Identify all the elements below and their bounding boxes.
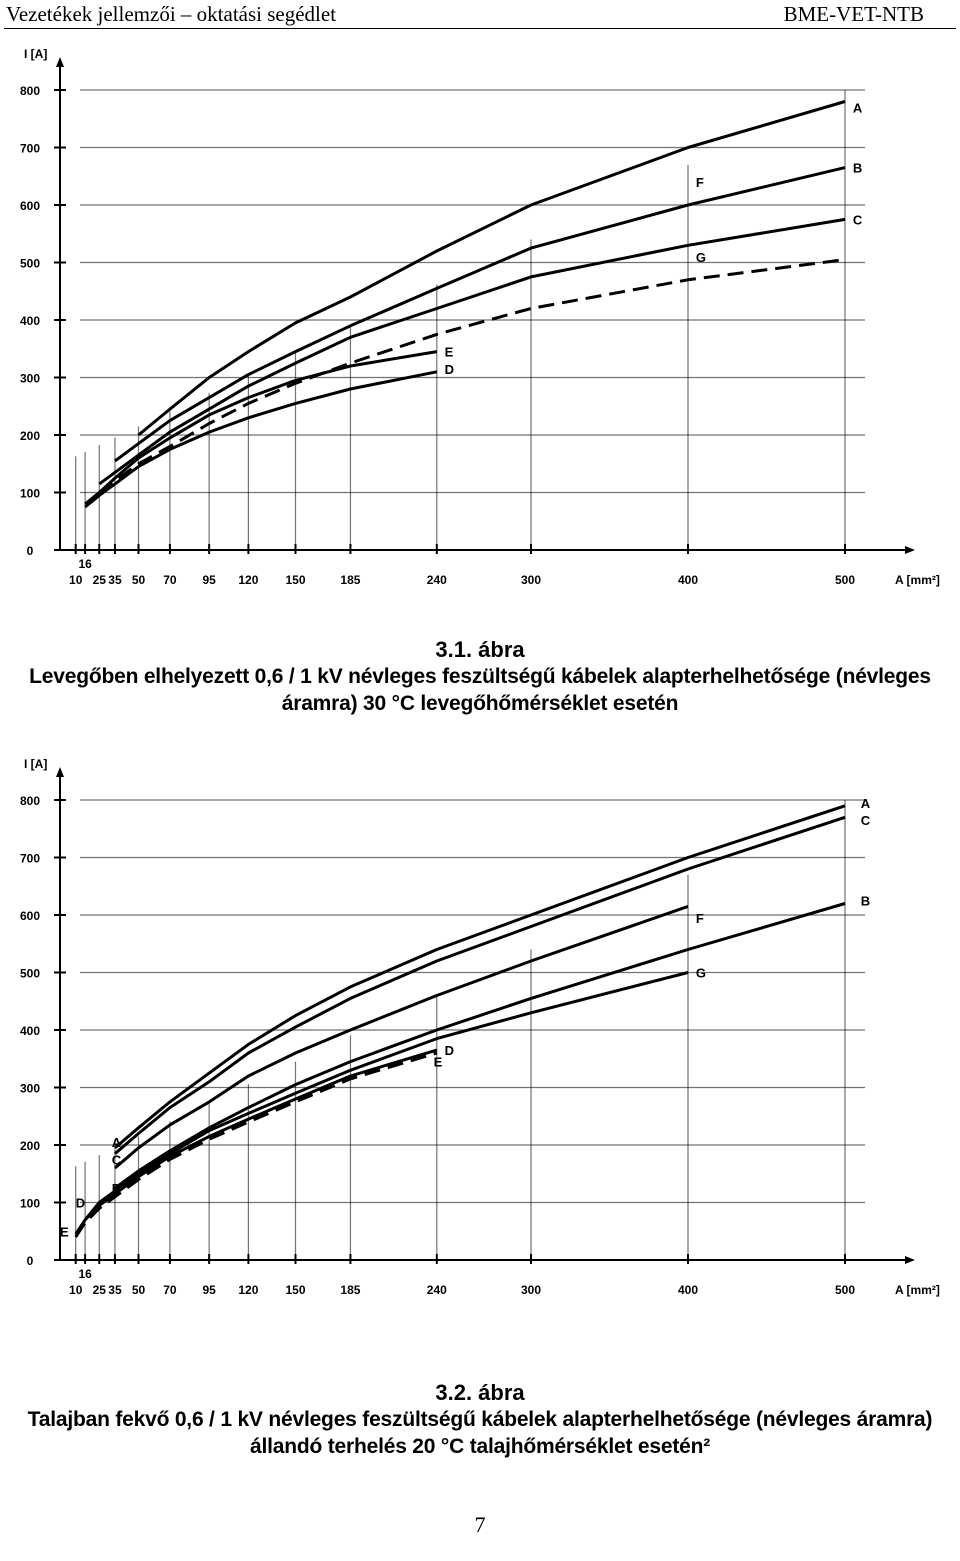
x-tick-label: 10	[69, 573, 83, 587]
curve-label-c: C	[853, 212, 863, 227]
figure-2-caption: 3.2. ábra Talajban fekvő 0,6 / 1 kV névl…	[0, 1380, 960, 1460]
x-tick-label: 120	[238, 1283, 258, 1297]
x-tick-label: 400	[678, 1283, 698, 1297]
x-tick-label: 500	[835, 1283, 855, 1297]
y-tick-label: 0	[27, 1254, 34, 1268]
figure-1-title: 3.1. ábra	[435, 637, 525, 662]
x-tick-label: 300	[521, 1283, 541, 1297]
curve-label-d: D	[445, 362, 454, 377]
y-tick-label: 600	[20, 909, 40, 923]
x-tick-label: 25	[93, 1283, 107, 1297]
series-line-b	[114, 902, 846, 1190]
y-tick-label: 500	[20, 257, 40, 271]
header-institution: BME-VET-NTB	[783, 2, 924, 26]
curve-label-e: E	[445, 345, 454, 360]
x-tick-label: 240	[427, 1283, 447, 1297]
x-axis-arrow	[905, 546, 915, 554]
x-tick-label: 16	[78, 1267, 92, 1281]
series-line-a	[137, 100, 846, 437]
series-line-d	[74, 1048, 438, 1235]
y-tick-label: 500	[20, 967, 40, 981]
y-tick-label: 100	[20, 487, 40, 501]
y-tick-label: 100	[20, 1197, 40, 1211]
x-tick-label: 150	[285, 1283, 305, 1297]
page-number: 7	[474, 1512, 486, 1537]
series-line-d	[84, 370, 438, 509]
curve-label-d: D	[445, 1043, 454, 1058]
x-tick-label: 185	[340, 1283, 360, 1297]
series-line-c	[98, 217, 846, 486]
x-tick-label: 70	[163, 1283, 177, 1297]
curve-label-b: B	[853, 161, 862, 176]
y-tick-label: 400	[20, 314, 40, 328]
x-axis-label: A [mm²]	[895, 1283, 940, 1297]
y-axis-arrow	[56, 767, 64, 777]
curve-label-a: A	[853, 100, 863, 115]
x-tick-label: 150	[285, 573, 305, 587]
x-tick-label: 10	[69, 1283, 83, 1297]
curve-label-f: F	[696, 911, 704, 926]
y-tick-label: 800	[20, 84, 40, 98]
x-tick-label: 500	[835, 573, 855, 587]
header-title: Vezetékek jellemzői – oktatási segédlet	[6, 2, 337, 26]
series-line-f	[114, 904, 689, 1170]
x-axis-arrow	[905, 1256, 915, 1264]
y-axis-label: I [A]	[24, 47, 47, 61]
x-tick-label: 185	[340, 573, 360, 587]
curve-label-d: D	[76, 1196, 85, 1211]
y-tick-label: 400	[20, 1024, 40, 1038]
series-line-e	[74, 1051, 438, 1238]
series-line-a	[114, 804, 846, 1150]
curve-label-g: G	[696, 250, 706, 265]
x-tick-label: 35	[108, 573, 122, 587]
curve-label-b: B	[861, 894, 870, 909]
curve-label-c: C	[112, 1152, 122, 1167]
x-tick-label: 50	[132, 573, 146, 587]
curve-label-e: E	[60, 1224, 69, 1239]
x-tick-label: 50	[132, 1283, 146, 1297]
figure-2-text: Talajban fekvő 0,6 / 1 kV névleges feszü…	[27, 1408, 933, 1458]
curve-label-b: B	[112, 1181, 121, 1196]
x-axis-label: A [mm²]	[895, 573, 940, 587]
y-tick-label: 600	[20, 199, 40, 213]
y-tick-label: 700	[20, 142, 40, 156]
x-tick-label: 35	[108, 1283, 122, 1297]
curve-label-g: G	[696, 966, 706, 981]
x-tick-label: 240	[427, 573, 447, 587]
y-axis-arrow	[56, 57, 64, 67]
x-tick-label: 400	[678, 573, 698, 587]
x-tick-label: 95	[202, 573, 216, 587]
curve-label-a: A	[112, 1135, 122, 1150]
header-divider	[4, 28, 956, 29]
series-line-e	[84, 350, 438, 506]
x-tick-label: 16	[78, 557, 92, 571]
series-line-g	[83, 971, 689, 1221]
x-tick-label: 300	[521, 573, 541, 587]
y-tick-label: 0	[27, 544, 34, 558]
figure-1-text: Levegőben elhelyezett 0,6 / 1 kV névlege…	[29, 665, 931, 715]
y-axis-label: I [A]	[24, 757, 47, 771]
y-tick-label: 200	[20, 429, 40, 443]
series-line-b	[114, 166, 846, 463]
curve-label-a: A	[861, 796, 871, 811]
figure-2-title: 3.2. ábra	[435, 1380, 525, 1405]
y-tick-label: 200	[20, 1139, 40, 1153]
page-header: Vezetékek jellemzői – oktatási segédlet …	[0, 0, 960, 30]
y-tick-label: 800	[20, 794, 40, 808]
curve-label-f: F	[696, 175, 704, 190]
curve-label-e: E	[434, 1055, 443, 1070]
y-tick-label: 700	[20, 852, 40, 866]
y-tick-label: 300	[20, 1082, 40, 1096]
x-tick-label: 120	[238, 573, 258, 587]
x-tick-label: 95	[202, 1283, 216, 1297]
x-tick-label: 70	[163, 573, 177, 587]
y-tick-label: 300	[20, 372, 40, 386]
figure-1-caption: 3.1. ábra Levegőben elhelyezett 0,6 / 1 …	[0, 637, 960, 717]
curve-label-c: C	[861, 813, 871, 828]
series-line-g	[98, 258, 846, 494]
x-tick-label: 25	[93, 573, 107, 587]
series-line-c	[114, 815, 846, 1155]
